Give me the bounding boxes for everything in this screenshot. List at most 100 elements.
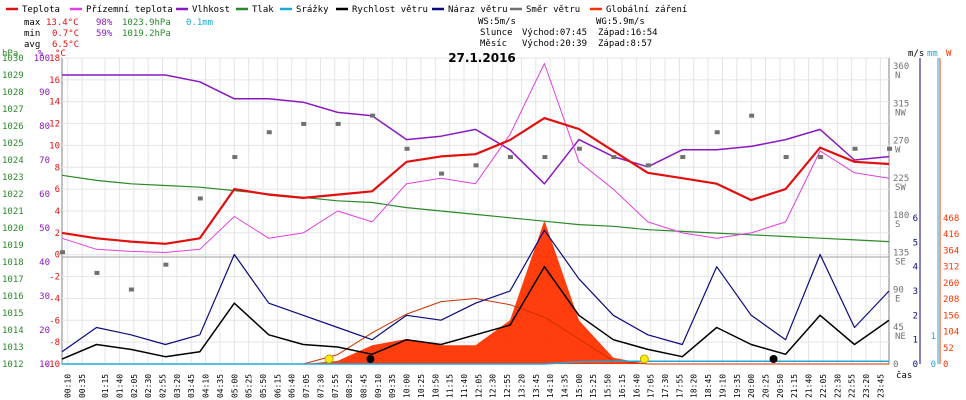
time-tick-label: 23:45 [876, 374, 885, 398]
moonset-marker [366, 355, 375, 363]
rad-tick-label: 208 [943, 295, 959, 305]
hpa-tick-label: 1019 [2, 241, 24, 251]
rain-tick-label: 1 [931, 332, 936, 342]
wg-label: WG:5.9m/s [596, 17, 645, 27]
time-tick-label: 02:30 [144, 374, 153, 398]
sunset-marker [639, 354, 649, 364]
wind-dir-point [749, 113, 755, 118]
dir-tick-label: 45 [893, 323, 904, 333]
legend-label: Rychlost větru [352, 5, 428, 15]
temp-tick-label: 0 [55, 251, 60, 261]
max-rain: 0.1mm [186, 18, 213, 28]
time-tick-label: 19:35 [733, 374, 742, 398]
time-tick-label: 21:40 [805, 374, 814, 398]
temp-tick-label: 8 [55, 163, 60, 173]
rad-tick-label: 260 [943, 279, 959, 289]
hpa-tick-label: 1029 [2, 71, 24, 81]
time-tick-label: 17:05 [647, 374, 656, 398]
time-tick-label: 15:50 [604, 374, 613, 398]
rad-unit: W [946, 49, 952, 59]
wind-tick-label: 6 [913, 214, 918, 224]
wind-dir-point [818, 155, 824, 160]
dir-tick-label: 90 [893, 286, 904, 296]
time-tick-label: 15:25 [589, 374, 598, 398]
time-tick-label: 09:10 [374, 374, 383, 398]
dir-tick-label: 225 [893, 174, 909, 184]
dir-name-label: W [895, 146, 901, 156]
temp-unit: °C [55, 49, 66, 59]
sun-label: Slunce [480, 28, 513, 38]
sunrise-label: Východ:07:45 [522, 28, 587, 38]
time-tick-label: 04:35 [216, 374, 225, 398]
wind-dir-point [94, 270, 100, 275]
time-tick-label: 07:55 [331, 374, 340, 398]
wind-tick-label: 3 [913, 287, 918, 297]
pressure-line [61, 174, 890, 243]
time-tick-label: 14:35 [561, 374, 570, 398]
time-tick-label: 01:15 [101, 374, 110, 398]
time-tick-label: 20:00 [747, 374, 756, 398]
time-tick-label: 21:15 [790, 374, 799, 398]
hum-tick-label: 70 [39, 156, 50, 166]
temp-tick-label: 16 [49, 76, 60, 86]
legend-label: Teplota [22, 5, 60, 15]
rain-line [62, 360, 889, 365]
time-tick-label: 06:40 [288, 374, 297, 398]
wind-dir-point [335, 121, 341, 126]
hum-tick-label: 90 [39, 88, 50, 98]
wind-dir-point [507, 155, 513, 160]
rad-tick-label: 0 [943, 360, 948, 370]
temp-tick-label: 18 [49, 54, 60, 64]
legend-label: Tlak [252, 5, 274, 15]
min-label: min [24, 29, 40, 39]
legend: Teplota Přízemní teplota Vlhkost Tlak Srážky… [6, 5, 687, 15]
hpa-tick-label: 1013 [2, 343, 24, 353]
dir-name-label: NE [895, 332, 906, 342]
moonset-label: Západ:8:57 [598, 39, 652, 49]
time-tick-label: 10:25 [417, 374, 426, 398]
dir-name-label: SW [895, 183, 906, 193]
time-tick-label: 22:30 [833, 374, 842, 398]
temp-tick-label: -6 [49, 316, 60, 326]
time-tick-label: 20:50 [776, 374, 785, 398]
hpa-tick-label: 1027 [2, 105, 24, 115]
time-tick-label: 17:55 [675, 374, 684, 398]
dir-name-label: NW [895, 108, 906, 118]
time-tick-label: 03:20 [173, 374, 182, 398]
time-tick-label: 14:10 [546, 374, 555, 398]
avg-label: avg [24, 40, 40, 50]
time-tick-label: 07:30 [316, 374, 325, 398]
legend-label: Přízemní teplota [86, 5, 173, 15]
hum-unit: % [38, 49, 44, 59]
min-hum: 59% [96, 29, 113, 39]
max-press: 1023.9hPa [122, 18, 171, 28]
time-tick-label: 19:10 [718, 374, 727, 398]
dir-name-label: S [895, 220, 900, 230]
time-tick-label: 06:15 [273, 374, 282, 398]
dir-tick-label: 270 [893, 137, 909, 147]
rad-tick-label: 156 [943, 311, 959, 321]
dir-name-label: N [895, 71, 900, 81]
time-tick-label: 05:00 [230, 374, 239, 398]
time-tick-label: 23:20 [862, 374, 871, 398]
temp-tick-label: 2 [55, 229, 60, 239]
legend-label: Globální záření [606, 5, 687, 15]
dir-name-label: SE [895, 257, 906, 267]
rad-tick-label: 52 [943, 344, 954, 354]
rad-tick-label: 364 [943, 246, 959, 256]
max-hum: 98% [96, 18, 113, 28]
min-press: 1019.2hPa [122, 29, 171, 39]
wind-dir-point [301, 121, 307, 126]
wind-dir-point [714, 130, 720, 135]
time-tick-label: 18:20 [690, 374, 699, 398]
ws-label: WS:5m/s [478, 17, 516, 27]
time-tick-label: 10:50 [431, 374, 440, 398]
dir-tick-label: 180 [893, 211, 909, 221]
wind-dir-point [370, 113, 376, 118]
temp-tick-label: -4 [49, 294, 60, 304]
wind-dir-point [128, 287, 134, 292]
time-tick-label: 01:40 [115, 374, 124, 398]
hum-tick-label: 30 [39, 292, 50, 302]
